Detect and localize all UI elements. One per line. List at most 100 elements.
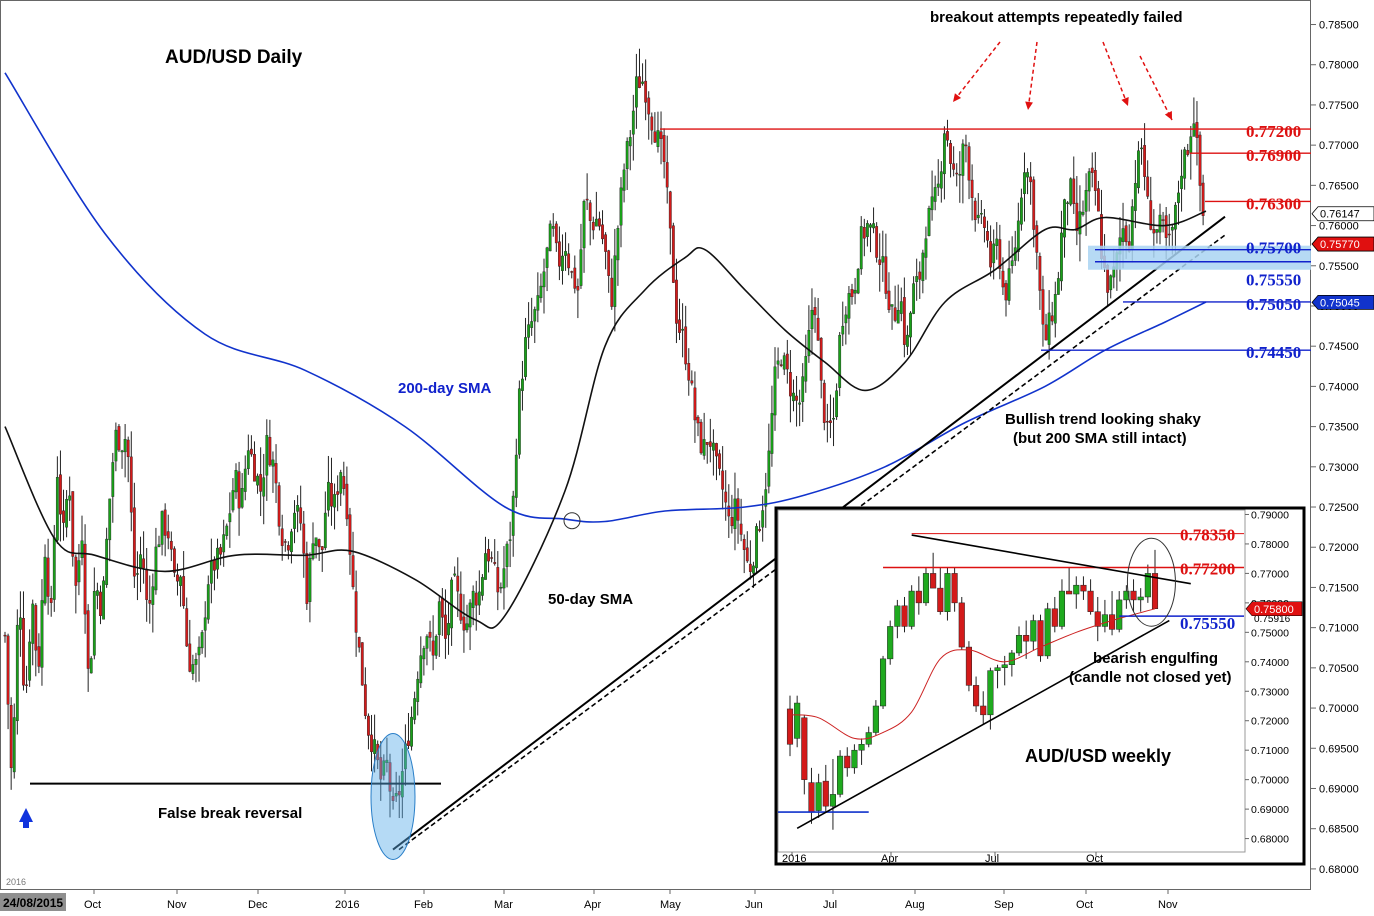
daily-candle-body (1020, 197, 1023, 225)
daily-candle-body (795, 395, 798, 401)
up-arrow-icon (19, 808, 33, 828)
weekly-candle-body (1051, 608, 1058, 627)
daily-candle-body (798, 402, 802, 405)
daily-y-tick-label: 0.68000 (1319, 864, 1359, 876)
daily-candle-body (1053, 294, 1057, 324)
breakout-arrowhead (1164, 111, 1172, 120)
daily-candle-body (881, 256, 885, 263)
weekly-candle-body (1151, 573, 1159, 610)
daily-candle-body (1201, 182, 1205, 216)
level-label: 0.77200 (1246, 122, 1301, 141)
daily-candle-body (468, 602, 472, 628)
daily-candle-body (699, 421, 703, 454)
daily-candle-body (558, 241, 561, 267)
daily-candle-body (899, 301, 903, 314)
year-marker-label: 2016 (6, 877, 26, 887)
daily-candle-body (1195, 122, 1199, 138)
weekly-candle-body (1030, 620, 1037, 642)
daily-candle-body (893, 307, 897, 321)
plot-border (0, 0, 1311, 890)
weekly-y-tick-label: 0.75000 (1251, 627, 1289, 639)
daily-candle-body (859, 226, 863, 270)
level-label: 0.74450 (1246, 343, 1301, 362)
daily-candle-body (943, 133, 946, 175)
daily-candle-body (545, 247, 549, 268)
daily-x-tick-label: Oct (1076, 899, 1093, 911)
daily-candle-body (440, 597, 444, 618)
daily-candles (3, 48, 1205, 819)
daily-candle-body (425, 636, 429, 649)
daily-candle-body (579, 249, 583, 286)
daily-candle-body (354, 591, 358, 633)
daily-candle-body (619, 187, 623, 226)
daily-candle-body (154, 546, 158, 591)
daily-y-tick-label: 0.73000 (1319, 462, 1359, 474)
daily-candle-body (228, 513, 232, 523)
daily-candle-body (249, 448, 253, 455)
daily-candle-body (206, 584, 210, 620)
weekly-candle-body (930, 573, 937, 589)
daily-candle-body (687, 363, 691, 381)
daily-candle-body (456, 575, 460, 592)
weekly-candle-body (1080, 584, 1087, 592)
sma-cross-circle (563, 512, 581, 530)
weekly-support-trendline (796, 619, 1170, 829)
daily-candle-body (129, 456, 133, 513)
daily-candle-body (601, 224, 604, 240)
daily-candle-body (3, 634, 7, 637)
daily-candle-body (955, 172, 959, 175)
daily-candle-body (31, 603, 35, 644)
weekly-candle-body (786, 708, 794, 745)
daily-candle-body (1152, 229, 1156, 234)
daily-candle-body (841, 325, 845, 335)
daily-candle-body (739, 523, 743, 535)
daily-candle-body (1069, 178, 1073, 205)
daily-candle-body (99, 591, 102, 616)
weekly-candle-body (1109, 614, 1116, 630)
weekly-candle-body (908, 590, 915, 627)
daily-candle-body (397, 791, 401, 796)
daily-candle-body (1192, 123, 1196, 137)
daily-candle-body (527, 324, 531, 338)
daily-candle-body (40, 600, 44, 668)
daily-candle-body (847, 293, 851, 319)
daily-candle-body (132, 507, 136, 577)
daily-candle-body (505, 543, 509, 567)
daily-candle-body (653, 131, 657, 143)
daily-candle-body (804, 356, 808, 382)
daily-candle-body (481, 577, 484, 596)
daily-candle-body (351, 555, 355, 588)
daily-candle-body (604, 234, 608, 252)
daily-candle-body (191, 664, 195, 674)
daily-candle-body (733, 498, 737, 529)
daily-candle-body (1167, 233, 1171, 236)
daily-candle-body (145, 568, 149, 600)
daily-candle-body (878, 259, 882, 265)
daily-candle-body (502, 568, 506, 589)
daily-candle-body (1026, 172, 1029, 178)
daily-candle-body (280, 528, 284, 546)
daily-candle-body (80, 540, 84, 558)
daily-candle-body (286, 545, 290, 551)
daily-y-tick-label: 0.70000 (1319, 703, 1359, 715)
daily-candle-body (1149, 200, 1153, 230)
weekly-candle-body (922, 573, 930, 604)
daily-candle-body (1072, 178, 1076, 205)
daily-candle-body (853, 289, 857, 294)
daily-candle-body (151, 586, 155, 605)
daily-candle-body (1177, 192, 1180, 204)
daily-candle-body (548, 223, 552, 252)
weekly-candle-body (879, 658, 887, 707)
daily-candle-body (758, 529, 762, 531)
daily-candle-body (203, 617, 207, 631)
breakout-arrow-line (1139, 55, 1173, 121)
sma50-line (4, 210, 1207, 629)
shaky-annotation-line2: (but 200 SMA still intact) (1013, 430, 1187, 447)
daily-candle-body (650, 116, 654, 131)
daily-candle-body (1066, 202, 1070, 204)
daily-candle-body (89, 658, 93, 674)
daily-candle-body (1109, 275, 1113, 291)
weekly-candle-body (829, 794, 836, 807)
